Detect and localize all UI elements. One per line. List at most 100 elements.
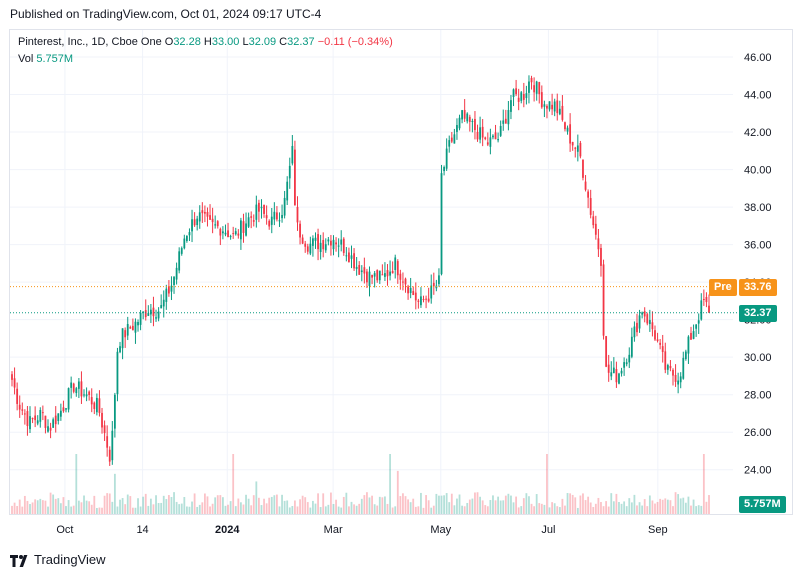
volume-bar xyxy=(510,495,512,514)
candle-body xyxy=(314,237,317,241)
volume-bar xyxy=(476,492,479,514)
volume-bar xyxy=(569,493,572,514)
candle-body xyxy=(378,270,381,281)
candle-body xyxy=(587,191,590,198)
candle-body xyxy=(296,206,299,223)
volume-bar xyxy=(252,495,255,514)
candle-body xyxy=(286,181,289,201)
candle-body xyxy=(476,131,479,140)
volume-bar xyxy=(67,500,70,514)
candle-body xyxy=(83,394,85,396)
volume-bar xyxy=(643,499,646,514)
volume-bar xyxy=(165,499,168,514)
volume-bar xyxy=(327,504,330,514)
volume-bar xyxy=(402,493,404,514)
volume-bar xyxy=(461,505,463,514)
candle-body xyxy=(528,81,530,93)
volume-tag: 5.757M xyxy=(739,496,786,513)
volume-bar xyxy=(147,505,150,514)
volume-bar xyxy=(335,499,337,514)
candle-body xyxy=(638,315,641,329)
candle-body xyxy=(597,238,600,250)
ohlc-legend: Pinterest, Inc., 1D, Cboe One O32.28 H33… xyxy=(18,36,393,48)
volume-bar xyxy=(214,497,217,514)
candle-body xyxy=(641,312,644,315)
volume-bar xyxy=(18,499,21,514)
candle-body xyxy=(77,381,80,389)
candle-body xyxy=(62,407,65,412)
axis-labels: 46.0044.0042.0040.0038.0036.0034.0032.00… xyxy=(56,52,771,536)
volume-bar xyxy=(330,492,332,514)
volume-bar xyxy=(533,506,536,514)
volume-bar xyxy=(669,500,672,514)
candle-body xyxy=(558,108,561,115)
candle-body xyxy=(255,204,258,220)
volume-bar xyxy=(276,494,278,514)
candle-body xyxy=(160,305,163,309)
candle-body xyxy=(494,132,497,140)
candle-body xyxy=(584,181,587,190)
candle-body xyxy=(268,220,271,227)
candle-body xyxy=(450,137,453,142)
volume-bar xyxy=(386,503,389,514)
candle-body xyxy=(561,105,564,120)
y-tick-label: 24.00 xyxy=(744,465,772,477)
volume-bar xyxy=(543,504,546,514)
candle-body xyxy=(605,336,608,367)
volume-bar xyxy=(193,493,196,514)
volume-bar xyxy=(492,495,494,514)
volume-bar xyxy=(263,498,265,514)
published-note: Published on TradingView.com, Oct 01, 20… xyxy=(10,7,322,21)
candle-body xyxy=(178,251,181,271)
candle-body xyxy=(360,270,363,273)
tradingview-footer[interactable]: TradingView xyxy=(10,552,106,567)
candle-body xyxy=(443,167,445,172)
volume-bar xyxy=(394,506,397,514)
volume-bar xyxy=(278,506,281,514)
candle-body xyxy=(373,273,376,277)
volume-bar xyxy=(65,506,67,514)
y-tick-label: 40.00 xyxy=(744,165,772,177)
candle-body xyxy=(232,233,235,235)
candle-body xyxy=(57,413,60,422)
candle-body xyxy=(700,300,703,320)
candle-body xyxy=(471,120,474,122)
volume-bar xyxy=(677,494,680,514)
volume-bar xyxy=(111,501,114,514)
volume-bar xyxy=(270,496,273,514)
volume-bar xyxy=(430,507,433,514)
candle-body xyxy=(173,276,175,285)
volume-bar xyxy=(139,506,142,514)
volume-bar xyxy=(566,493,569,514)
candle-body xyxy=(258,202,260,212)
candle-body xyxy=(404,278,407,285)
volume-bar xyxy=(47,506,49,514)
volume-bar xyxy=(348,506,350,514)
candle-body xyxy=(625,362,628,365)
candle-body xyxy=(648,320,651,325)
volume-bar xyxy=(520,506,523,514)
candle-body xyxy=(95,397,98,413)
volume-bar xyxy=(481,500,484,514)
candle-body xyxy=(409,287,412,293)
candle-body xyxy=(229,236,232,238)
x-tick-label: 2024 xyxy=(215,524,240,536)
volume-bar xyxy=(144,493,147,514)
candle-body xyxy=(34,415,37,421)
volume-bar xyxy=(98,507,101,514)
volume-bar xyxy=(288,507,291,514)
y-tick-label: 26.00 xyxy=(744,427,772,439)
candle-body xyxy=(571,142,574,146)
volume-bar xyxy=(255,481,258,514)
volume-bar xyxy=(247,498,250,514)
candle-body xyxy=(31,418,34,420)
candle-body xyxy=(484,137,487,140)
volume-bar xyxy=(227,504,229,514)
volume-bar xyxy=(39,498,42,514)
volume-bar xyxy=(134,507,137,514)
volume-bar xyxy=(381,497,384,514)
y-tick-label: 44.00 xyxy=(744,90,772,102)
volume-bars xyxy=(11,454,710,514)
volume-bar xyxy=(574,497,577,514)
